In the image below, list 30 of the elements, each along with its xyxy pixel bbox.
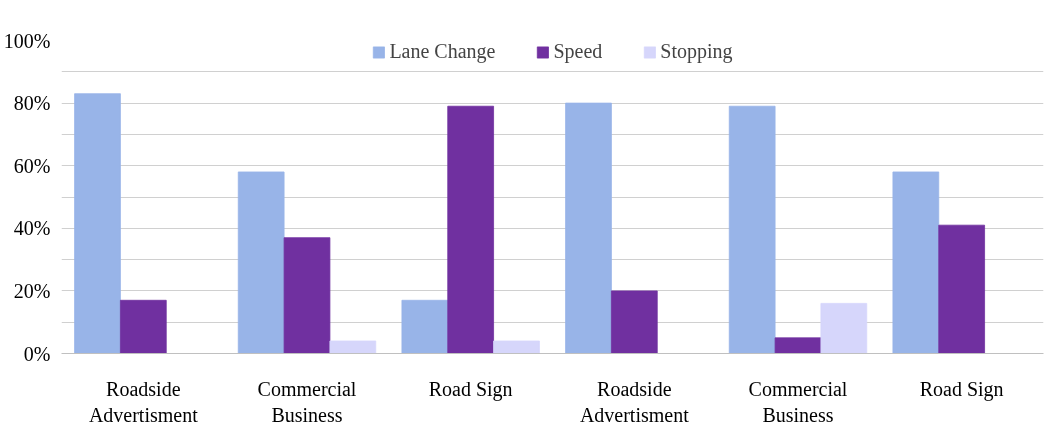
bar [401, 299, 449, 354]
legend-label: Stopping [660, 40, 733, 63]
y-tick-label: 20% [13, 279, 51, 302]
x-tick-label: Commercial Business [748, 377, 848, 426]
bar [120, 299, 167, 354]
x-tick-label: Roadside Advertisment [88, 377, 199, 426]
y-tick-label: 40% [13, 217, 51, 240]
y-tick-label: 60% [13, 154, 51, 177]
bar [447, 105, 494, 354]
x-tick-label: Road Sign [428, 377, 513, 401]
bar [74, 93, 121, 354]
bar [774, 337, 822, 354]
bar [565, 102, 612, 354]
bar [493, 340, 540, 354]
legend-label: Lane Change [389, 40, 496, 63]
bar [329, 340, 377, 354]
bar [611, 290, 658, 354]
bar [820, 303, 868, 354]
y-tick-label: 0% [23, 342, 51, 365]
legend-label: Speed [553, 40, 603, 63]
bar [283, 237, 331, 354]
x-tick-label: Roadside Advertisment [579, 377, 690, 426]
bar [237, 171, 285, 354]
x-tick-label: Commercial Business [257, 377, 357, 426]
bar [892, 171, 940, 354]
bar [938, 224, 985, 354]
x-tick-label: Road Sign [919, 377, 1004, 401]
y-tick-label: 100% [3, 29, 51, 52]
y-tick-label: 80% [13, 92, 51, 115]
bar [728, 105, 776, 354]
